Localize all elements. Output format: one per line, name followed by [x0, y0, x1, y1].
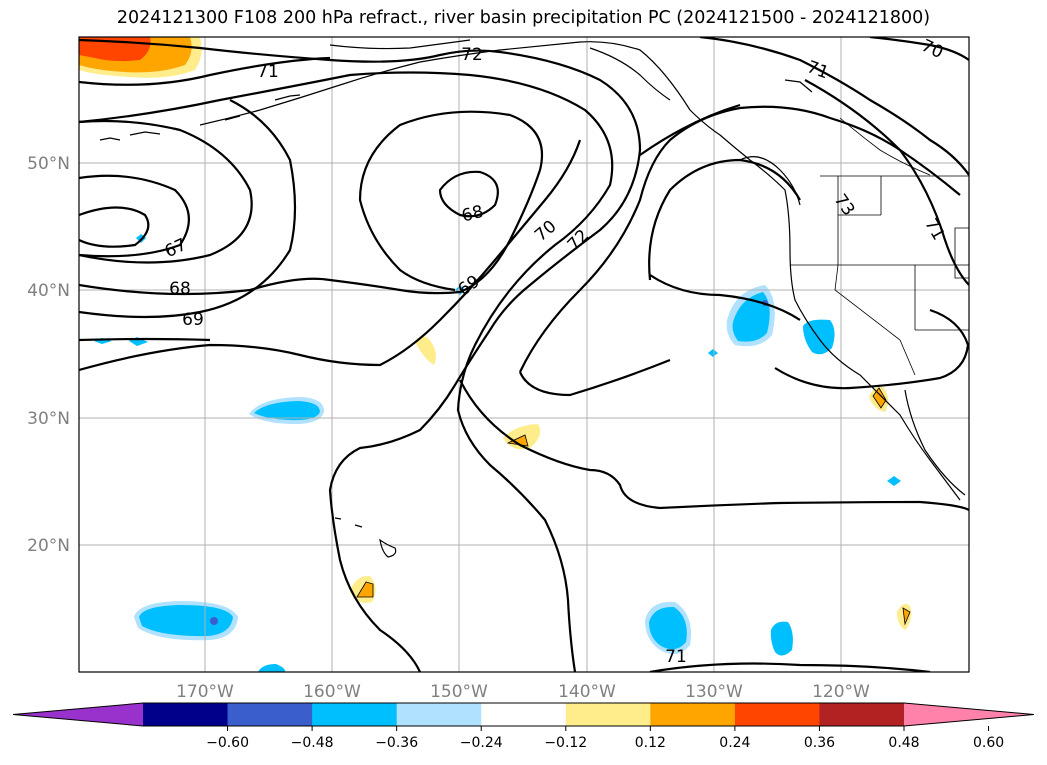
lat-label: 30°N [27, 409, 70, 429]
lon-label: 170°W [176, 682, 234, 702]
lon-label: 120°W [812, 682, 870, 702]
refractivity-contours [79, 37, 969, 672]
colorbar-tick-label: −0.12 [544, 735, 587, 751]
colorbar-swatch [565, 703, 651, 726]
lon-label: 140°W [558, 682, 616, 702]
colorbar-tick-label: 0.36 [804, 735, 835, 751]
political-borders [790, 117, 969, 376]
colorbar-swatch [819, 703, 905, 726]
colorbar-tick-label: 0.60 [973, 735, 1004, 751]
colorbar-swatch [650, 703, 736, 726]
colorbar-outline [12, 702, 1035, 727]
colorbar-tick-label: −0.48 [291, 735, 334, 751]
colorbar-swatch [396, 703, 482, 726]
positive-anomaly-small [350, 336, 912, 630]
colorbar-swatch [734, 703, 820, 726]
contour-label: 71 [665, 647, 687, 667]
colorbar-tick-label: 0.12 [635, 735, 666, 751]
colorbar-tick-label: −0.24 [460, 735, 503, 751]
colorbar-tick-label: 0.24 [719, 735, 750, 751]
colorbar-swatch [13, 703, 143, 726]
colorbar-swatch [227, 703, 313, 726]
negative-anomaly-regions [94, 234, 901, 672]
lat-label: 50°N [27, 154, 70, 174]
lon-label: 130°W [685, 682, 743, 702]
colorbar-tick-label: −0.36 [375, 735, 418, 751]
colorbar-tick-label: 0.48 [888, 735, 919, 751]
map-title: 2024121300 F108 200 hPa refract., river … [116, 8, 931, 28]
colorbar-swatch [481, 703, 567, 726]
lat-label: 20°N [27, 536, 70, 556]
colorbar-swatch [312, 703, 398, 726]
plot-area: 72 71 71 70 71 73 71 67 68 69 68 69 70 7… [79, 37, 969, 672]
contour-label: 69 [182, 310, 204, 330]
coastlines [99, 39, 966, 558]
contour-label: 72 [461, 45, 483, 65]
colorbar: −0.60 −0.48 −0.36 −0.24 −0.12 0.12 0.24 0.36 0.4… [12, 702, 1035, 751]
lon-label: 150°W [430, 682, 488, 702]
colorbar-swatch [904, 703, 1034, 726]
contour-label: 68 [169, 279, 191, 299]
lat-label: 40°N [27, 281, 70, 301]
colorbar-tick-label: −0.60 [206, 735, 249, 751]
colorbar-swatch [143, 703, 229, 726]
latitude-labels: 50°N 40°N 30°N 20°N [27, 154, 70, 556]
longitude-labels: 170°W 160°W 150°W 140°W 130°W 120°W [176, 682, 870, 702]
contour-label: 71 [257, 62, 279, 82]
plot-frame [78, 36, 970, 673]
positive-anomaly-top-left [79, 37, 202, 78]
lon-label: 160°W [303, 682, 361, 702]
